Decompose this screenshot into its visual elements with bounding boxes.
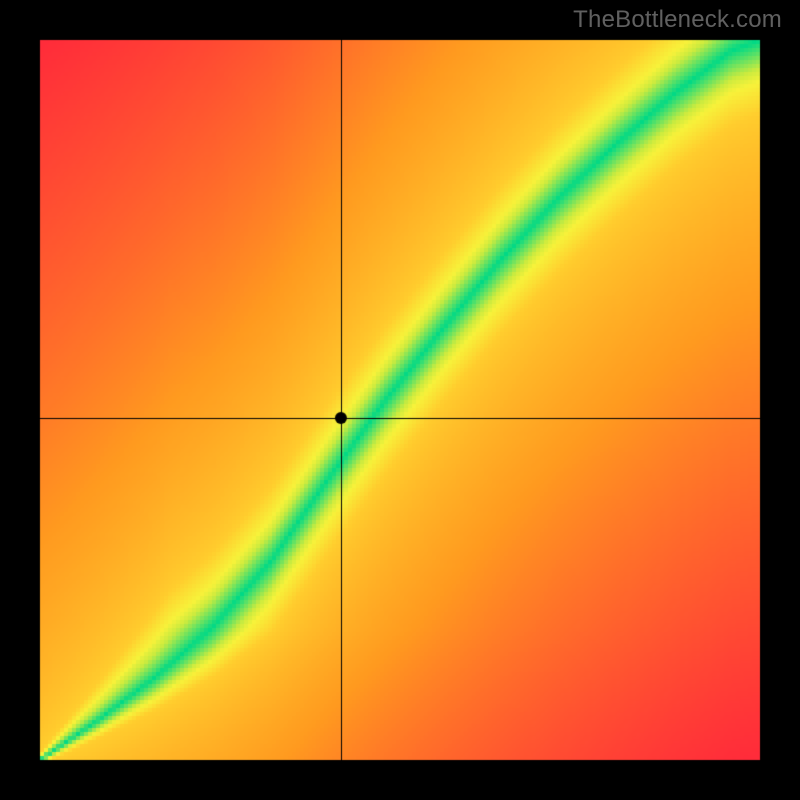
heatmap-canvas xyxy=(0,0,800,800)
bottleneck-heatmap: TheBottleneck.com xyxy=(0,0,800,800)
watermark-text: TheBottleneck.com xyxy=(573,6,782,34)
